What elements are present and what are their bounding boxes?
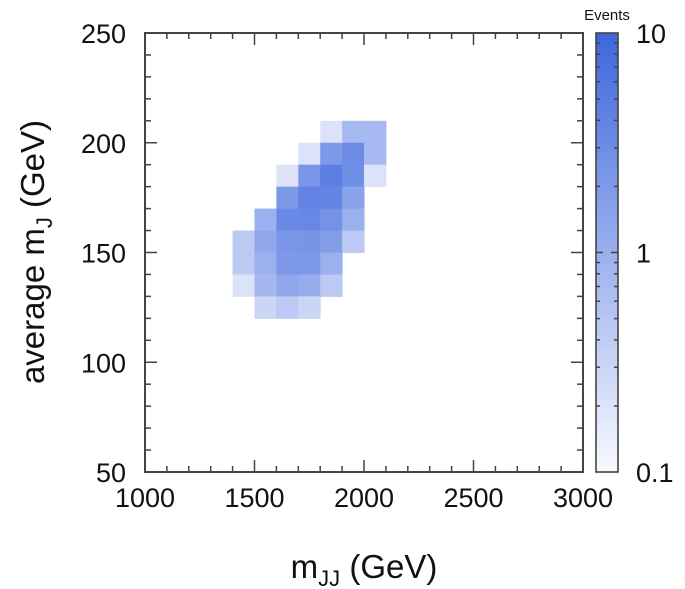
heatmap-cell [232, 230, 255, 253]
heatmap-cell [298, 142, 321, 166]
y-tick-labels: 50 100 150 200 250 [81, 19, 126, 488]
y-tick-label: 100 [81, 348, 126, 378]
colorbar-tick-label: 0.1 [636, 458, 674, 488]
y-tick-label: 200 [81, 129, 126, 159]
x-tick-label: 3000 [553, 483, 613, 513]
heatmap-cell [254, 208, 277, 232]
heatmap-cell [342, 164, 365, 188]
heatmap-cell [342, 208, 365, 232]
colorbar-tick-label: 1 [636, 239, 651, 269]
heatmap-cell [254, 296, 277, 319]
colorbar-tick-labels: 0.1 1 10 [636, 19, 674, 488]
heatmap-cell [254, 252, 277, 275]
colorbar-ticks [596, 42, 618, 407]
heatmap-cell [320, 208, 343, 232]
heatmap-cell [232, 252, 255, 275]
heatmap-cell [342, 230, 365, 253]
heatmap-cell [276, 186, 299, 210]
heatmap-cell [298, 252, 321, 275]
x-tick-label: 2500 [443, 483, 503, 513]
y-axis-title: average mJ (GeV) [14, 120, 57, 384]
heatmap-cell [364, 164, 387, 188]
heatmap-cell [320, 186, 343, 210]
axis-ticks [144, 32, 584, 473]
heatmap-cell [298, 230, 321, 253]
y-tick-label: 250 [81, 19, 126, 49]
x-tick-labels: 1000 1500 2000 2500 3000 [115, 483, 613, 513]
heatmap-cell [320, 274, 343, 297]
heatmap-cell [364, 120, 387, 144]
heatmap-cell [342, 120, 365, 144]
heatmap-cell [320, 142, 343, 166]
heatmap-cell [320, 230, 343, 253]
colorbar-tick-label: 10 [636, 19, 666, 49]
heatmap-cell [276, 230, 299, 253]
x-tick-label: 2000 [334, 483, 394, 513]
heatmap-cell [298, 208, 321, 232]
colorbar: Events 0.1 1 10 [584, 7, 673, 488]
x-axis-title: mJJ (GeV) [291, 548, 438, 589]
heatmap-cell [254, 230, 277, 253]
heatmap-cell [320, 120, 343, 144]
heatmap-cell [232, 274, 255, 297]
heatmap-cell [276, 296, 299, 319]
heatmap-cell [320, 164, 343, 188]
heatmap-cell [342, 186, 365, 210]
heatmap-cell [298, 274, 321, 297]
heatmap-cell [276, 252, 299, 275]
heatmap-cell [276, 208, 299, 232]
colorbar-title: Events [584, 7, 630, 24]
x-tick-label: 1500 [224, 483, 284, 513]
heatmap-cell [320, 252, 343, 275]
heatmap-cell [298, 296, 321, 319]
heatmap-cell [298, 164, 321, 188]
heatmap-cell [298, 186, 321, 210]
x-tick-label: 1000 [115, 483, 175, 513]
y-tick-label: 50 [96, 458, 126, 488]
heatmap-cell [254, 274, 277, 297]
heatmap-cells [232, 120, 387, 319]
heatmap-cell [342, 142, 365, 166]
heatmap-cell [364, 142, 387, 166]
heatmap-cell [276, 274, 299, 297]
heatmap-cell [276, 164, 299, 188]
y-tick-label: 150 [81, 239, 126, 269]
